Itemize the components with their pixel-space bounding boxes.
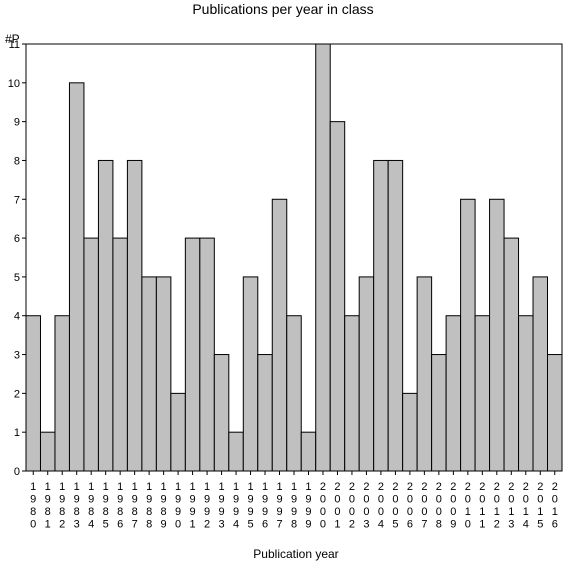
bar xyxy=(286,315,302,472)
bar xyxy=(141,276,157,472)
y-tick-label: 1 xyxy=(14,427,20,439)
bar xyxy=(503,237,520,472)
bar xyxy=(228,431,244,472)
bar xyxy=(242,276,259,472)
bar xyxy=(344,315,360,472)
bar xyxy=(54,315,70,472)
y-axis: 0 1 2 3 4 5 6 7 8 9 10 11 xyxy=(8,39,26,478)
x-axis: 1 9 8 0 1 9 8 1 1 9 8 2 1 9 8 3 1 9 8 4 1 9 8 5 1 9 8 6 1 9 8 7 1 9 8 8 1 9 8 9… xyxy=(30,471,558,531)
y-tick-label: 7 xyxy=(14,194,20,206)
bar xyxy=(387,159,404,472)
chart-title: Publications per year in class xyxy=(192,1,373,17)
bar xyxy=(271,198,288,472)
bar xyxy=(39,431,56,472)
bar xyxy=(445,315,462,472)
bar xyxy=(373,159,389,472)
bar xyxy=(532,276,549,472)
bar xyxy=(474,315,491,472)
bar xyxy=(170,392,186,472)
bar xyxy=(518,315,534,472)
y-tick-label: 2 xyxy=(14,388,20,400)
x-axis-label: Publication year xyxy=(253,547,338,561)
bar xyxy=(112,237,128,472)
bar xyxy=(97,159,114,472)
bar xyxy=(126,159,143,472)
bar xyxy=(402,392,418,472)
y-tick-label: 3 xyxy=(14,350,20,362)
bar xyxy=(329,121,346,472)
y-tick-label: 4 xyxy=(14,311,20,323)
bar xyxy=(213,354,230,472)
bar xyxy=(184,237,201,472)
bar xyxy=(25,315,41,472)
bar xyxy=(300,431,317,472)
y-tick-label: 6 xyxy=(14,233,20,245)
bar xyxy=(547,354,563,472)
bar xyxy=(358,276,375,472)
y-axis-label: #P xyxy=(5,32,20,46)
y-tick-label: 8 xyxy=(14,155,20,167)
y-tick-label: 5 xyxy=(14,272,20,284)
y-tick-label: 9 xyxy=(14,117,20,129)
bar xyxy=(315,43,331,472)
bar xyxy=(257,354,273,472)
y-tick-label: 10 xyxy=(8,78,20,90)
bar xyxy=(199,237,215,472)
y-tick-label: 11 xyxy=(9,39,20,51)
bar xyxy=(460,198,476,472)
bar xyxy=(83,237,99,472)
bars xyxy=(25,43,563,472)
bar xyxy=(68,82,85,472)
bar xyxy=(416,276,433,472)
y-tick-label: 0 xyxy=(14,466,20,478)
bar xyxy=(489,198,505,472)
bar xyxy=(155,276,172,472)
bar xyxy=(431,354,447,472)
